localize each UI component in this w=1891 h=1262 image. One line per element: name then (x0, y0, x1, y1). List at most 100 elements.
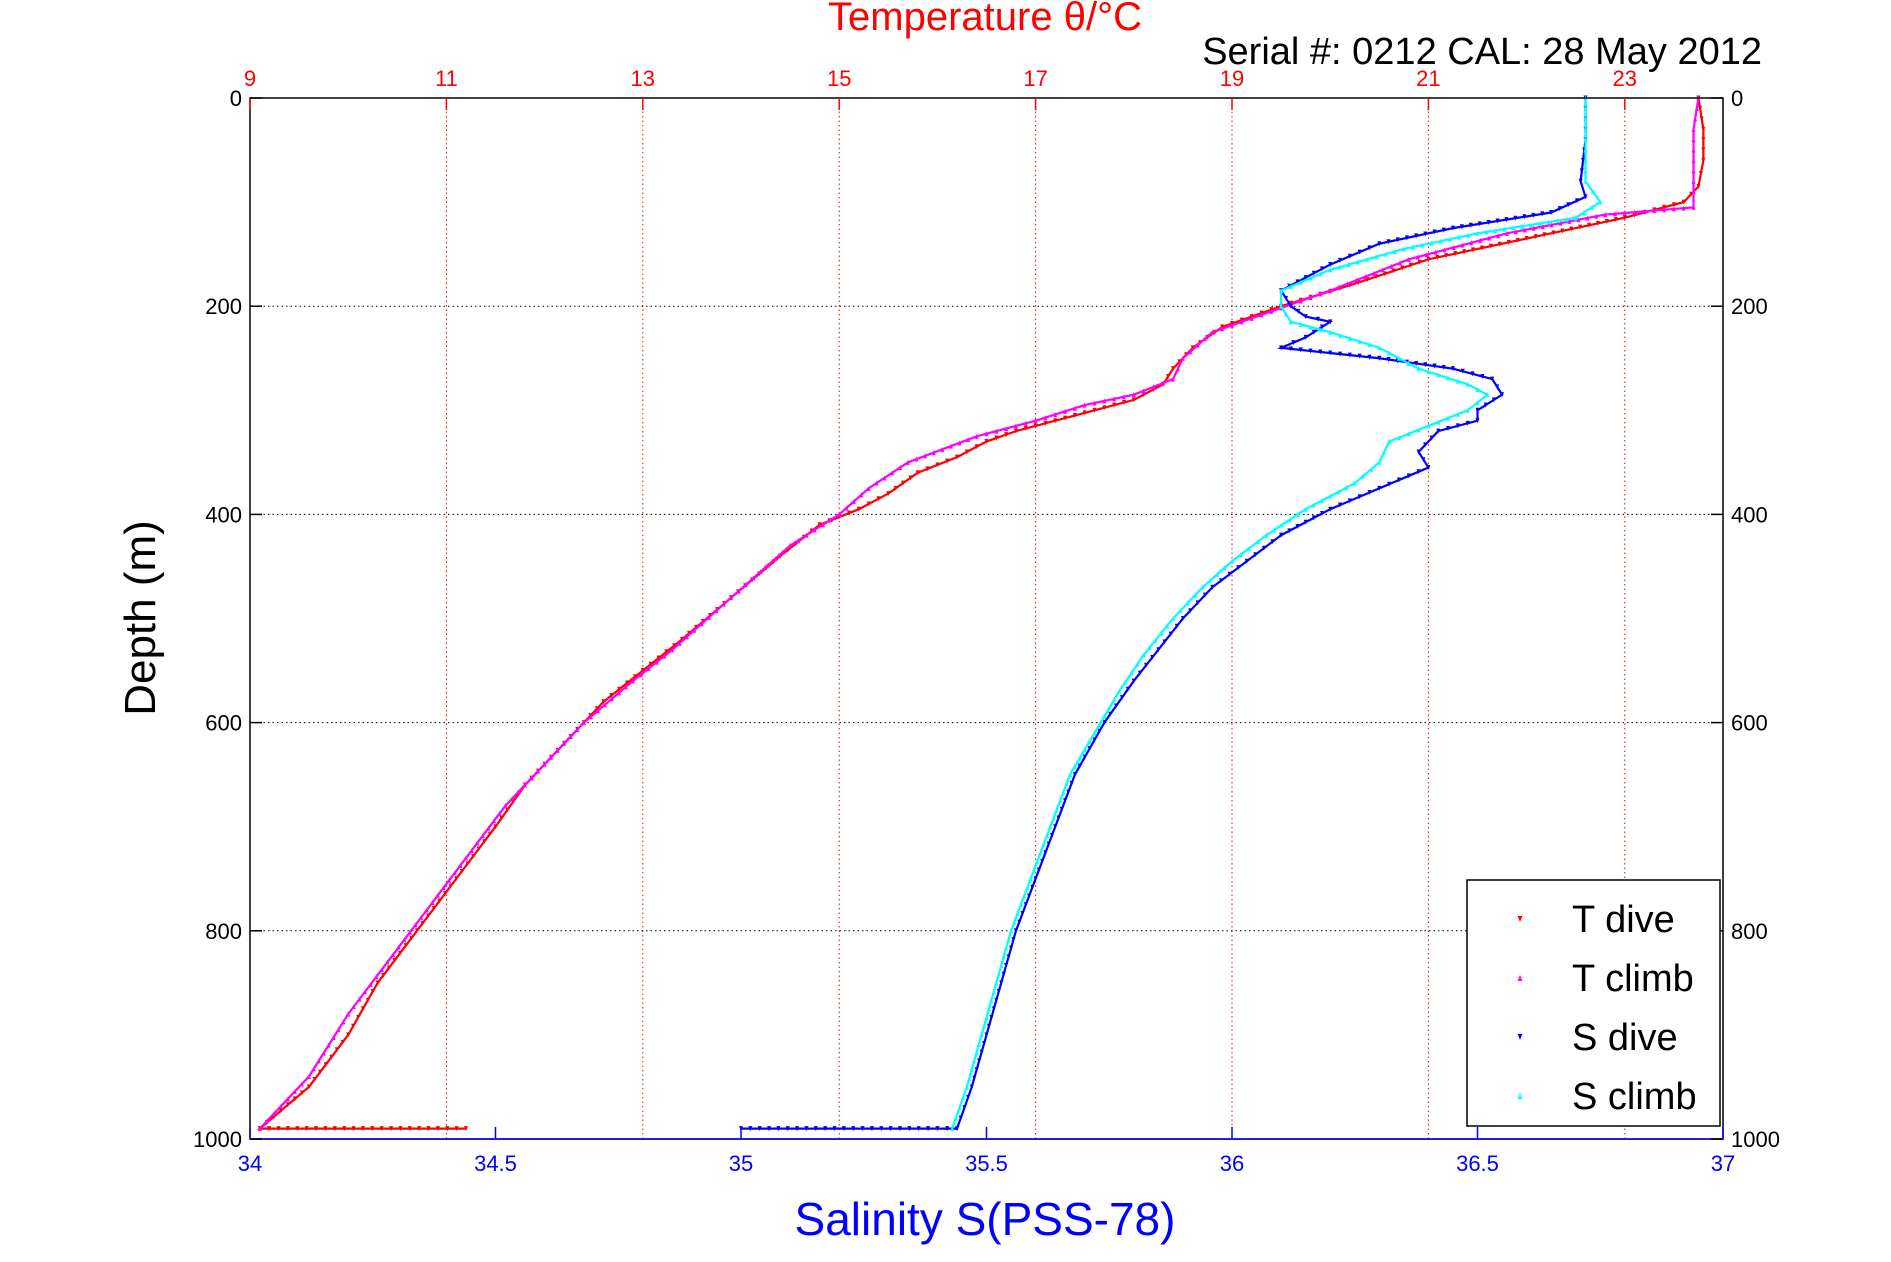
data-point (1465, 381, 1470, 387)
data-point (1328, 262, 1333, 268)
data-point (901, 480, 906, 486)
data-point (1038, 850, 1043, 856)
data-point (866, 501, 871, 507)
data-point (1566, 202, 1571, 208)
data-point (851, 1126, 856, 1132)
data-point (966, 437, 971, 443)
data-point (1180, 616, 1185, 621)
data-point (1426, 465, 1431, 471)
data-point (1471, 247, 1476, 253)
data-point (1066, 789, 1071, 795)
data-point (780, 549, 785, 555)
data-point (323, 1126, 328, 1132)
data-point (332, 1126, 337, 1132)
data-point (757, 1126, 762, 1132)
data-point (1121, 394, 1126, 400)
data-point (360, 1006, 365, 1012)
data-point (257, 1126, 262, 1132)
data-point (804, 532, 809, 538)
data-point (1056, 815, 1061, 821)
data-point (542, 761, 547, 767)
data-point (795, 1126, 800, 1132)
data-point (1054, 806, 1059, 812)
data-point (1557, 206, 1562, 212)
data-point (1420, 242, 1425, 248)
data-point (1583, 137, 1588, 143)
data-point (1202, 336, 1207, 342)
data-point (1311, 329, 1316, 335)
data-point (1141, 392, 1146, 398)
data-point (1671, 202, 1676, 208)
data-point (1347, 498, 1352, 504)
data-point (758, 569, 763, 575)
data-point (1215, 571, 1220, 577)
data-point (306, 1074, 311, 1080)
data-point (1303, 314, 1308, 320)
data-point (1612, 211, 1617, 217)
data-point (1622, 210, 1627, 216)
data-point (1587, 222, 1592, 228)
data-point (1513, 229, 1518, 235)
data-point (1120, 695, 1125, 701)
data-point (1408, 262, 1413, 268)
data-point (982, 1041, 987, 1047)
data-point (1001, 954, 1006, 960)
data-point (1063, 415, 1068, 421)
data-point (969, 1067, 974, 1073)
data-point (1604, 219, 1609, 225)
data-point (389, 1126, 394, 1132)
depth-axis-title: Depth (m) (116, 520, 165, 716)
data-point (1082, 402, 1087, 408)
data-point (1533, 234, 1538, 240)
series-s-dive (739, 95, 1588, 1132)
data-point (1531, 225, 1536, 231)
data-point (1522, 214, 1527, 220)
data-point (890, 470, 895, 476)
data-point (1328, 329, 1333, 335)
data-point (1357, 339, 1362, 345)
data-point (458, 862, 463, 868)
data-point (888, 1126, 893, 1132)
data-point (982, 1023, 987, 1029)
data-point (480, 833, 485, 839)
data-point (646, 665, 651, 671)
data-point (1210, 584, 1215, 590)
data-point (1123, 679, 1128, 685)
data-point (1279, 288, 1284, 294)
data-point (984, 439, 989, 445)
data-point (340, 1039, 345, 1045)
data-point (285, 1102, 290, 1108)
data-point (447, 877, 452, 883)
data-point (1567, 218, 1572, 224)
data-point (1531, 212, 1536, 218)
data-point (1193, 592, 1198, 598)
data-point (766, 562, 771, 568)
legend-label-s-climb: S climb (1572, 1076, 1697, 1118)
data-point (1108, 711, 1113, 717)
data-point (1596, 220, 1601, 226)
data-point (314, 1126, 319, 1132)
data-point (1406, 473, 1411, 479)
data-point (1311, 515, 1316, 521)
data-point (1662, 207, 1667, 213)
data-point (945, 1126, 950, 1132)
data-point (923, 453, 928, 459)
data-point (1168, 631, 1173, 637)
data-point (1429, 240, 1434, 246)
data-point (1345, 281, 1350, 287)
data-point (1338, 257, 1343, 263)
data-point (503, 803, 508, 809)
data-point (1150, 655, 1155, 661)
data-point (1284, 295, 1289, 301)
serial-calibration-text: Serial #: 0212 CAL: 28 May 2012 (1202, 31, 1762, 73)
data-point (1028, 876, 1033, 882)
data-point (1036, 867, 1041, 873)
data-point (1174, 623, 1179, 629)
data-point (476, 846, 481, 852)
data-point (1058, 798, 1063, 804)
data-point (1429, 435, 1434, 441)
temperature-tick-label: 15 (827, 66, 851, 91)
data-point (1450, 366, 1455, 372)
data-point (403, 943, 408, 949)
data-point (1423, 362, 1428, 368)
